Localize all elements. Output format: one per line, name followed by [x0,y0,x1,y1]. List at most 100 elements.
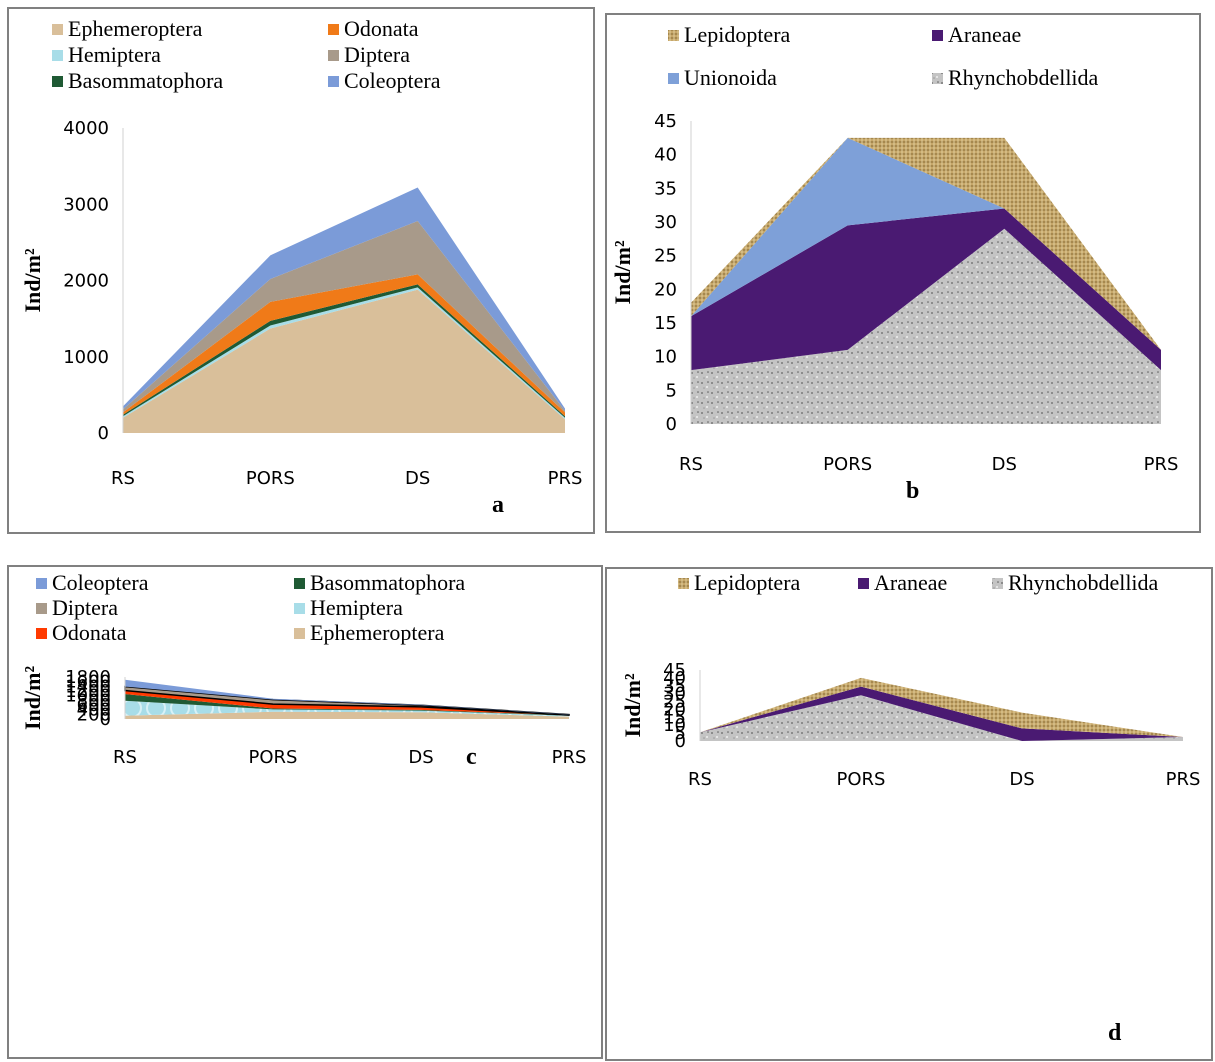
y-tick-label: 2000 [63,271,109,292]
legend-item-hemiptera: Hemiptera [294,595,403,620]
y-tick-label: 10 [663,715,686,736]
x-tick-label: DS [1009,769,1034,790]
legend-swatch [294,603,305,614]
legend-label: Araneae [948,22,1021,47]
y-tick-label: 1400 [65,676,111,697]
y-tick-label: 0 [675,731,686,752]
y-tick-label: 35 [663,676,686,697]
y-tick-label: 20 [663,699,686,720]
y-tick-label: 0 [100,709,111,730]
y-tick-label: 400 [77,700,111,721]
y-tick-label: 10 [654,347,677,368]
y-tick-label: 600 [77,695,111,716]
legend-item-rhynchobdellida: Rhynchobdellida [992,570,1159,595]
legend-swatch [668,30,679,41]
area-coleoptera [123,187,565,411]
x-tick-label: PORS [823,454,872,475]
x-tick-label: PORS [246,468,295,489]
legend-label: Ephemeroptera [68,16,203,41]
x-tick-label: RS [113,747,137,768]
y-tick-label: 1000 [65,686,111,707]
legend-label: Basommatophora [68,68,223,93]
legend-swatch [52,24,63,35]
area-lepidoptera [691,137,1161,350]
legend-label: Odonata [344,16,419,41]
area-basommatophora [125,694,569,716]
x-tick-label: RS [679,454,703,475]
area-hemiptera [125,700,569,717]
x-tick-label: PRS [548,468,583,489]
legend-swatch [294,628,305,639]
legend-label: Unionoida [684,65,777,90]
y-tick-label: 30 [663,684,686,705]
area-ephemeroptera [125,711,569,719]
legend-item-lepidoptera: Lepidoptera [668,22,791,47]
legend-swatch [36,603,47,614]
legend-swatch [858,578,869,589]
y-axis-title: Ind/m² [20,248,45,312]
panel-frame [605,567,1213,1061]
y-tick-label: 35 [654,178,677,199]
y-tick-label: 3000 [63,194,109,215]
chart-panel-a: 0 1000 2000 3000 4000 RS PORS DS PRS Ind/m² Epheme… [7,7,595,534]
legend-swatch [932,73,943,84]
y-axis-title: Ind/m² [620,673,645,737]
legend-swatch [932,30,943,41]
legend-swatch [294,578,305,589]
legend-swatch [52,50,63,61]
x-tick-label: PRS [552,747,587,768]
legend-item-basommatophora: Basommatophora [294,570,465,595]
legend-item-odonata: Odonata [36,620,127,645]
area-rhynchobdellida [691,228,1161,424]
area-araneae [700,686,1183,741]
y-tick-label: 1600 [65,672,111,693]
panel-letter: c [466,744,477,770]
legend-swatch [328,76,339,87]
legend-label: Hemiptera [68,42,161,67]
y-tick-label: 200 [77,704,111,725]
panel-frame [605,13,1201,533]
legend-item-ephemeroptera: Ephemeroptera [52,16,203,41]
area-ephemeroptera [123,289,565,433]
y-tick-label: 45 [654,111,677,132]
panel-letter: d [1108,1020,1122,1046]
legend-swatch [678,578,689,589]
y-tick-label: 40 [654,145,677,166]
panel-letter: b [906,478,919,504]
y-tick-label: 20 [654,279,677,300]
panel-letter: a [492,492,504,518]
legend-label: Basommatophora [310,570,465,595]
x-tick-label: RS [688,769,712,790]
legend-item-rhynchobdellida: Rhynchobdellida [932,65,1099,90]
y-tick-label: 1000 [63,347,109,368]
area-basommatophora [123,284,565,418]
x-tick-label: DS [992,454,1017,475]
y-tick-label: 0 [98,423,109,444]
area-diptera [123,221,565,413]
y-tick-label: 25 [663,692,686,713]
y-tick-label: 0 [666,414,677,435]
legend-item-lepidoptera: Lepidoptera [678,570,801,595]
legend-item-odonata: Odonata [328,16,419,41]
y-tick-label: 25 [654,246,677,267]
x-tick-label: PRS [1144,454,1179,475]
area-lepidoptera [700,677,1183,738]
legend-label: Hemiptera [310,595,403,620]
y-tick-label: 800 [77,690,111,711]
legend-item-unionoida: Unionoida [668,65,777,90]
y-tick-label: 40 [663,668,686,689]
legend-label: Odonata [52,620,127,645]
legend-item-ephemeroptera: Ephemeroptera [294,620,445,645]
panel-frame [7,565,603,1059]
legend-swatch [36,578,47,589]
y-tick-label: 5 [666,380,677,401]
y-tick-label: 4000 [63,118,109,139]
x-tick-label: PORS [249,747,298,768]
y-axis-title: Ind/m² [20,666,45,730]
legend-item-coleoptera: Coleoptera [328,68,441,93]
legend-label: Araneae [874,570,947,595]
legend-label: Diptera [344,42,410,67]
legend-swatch [328,50,339,61]
